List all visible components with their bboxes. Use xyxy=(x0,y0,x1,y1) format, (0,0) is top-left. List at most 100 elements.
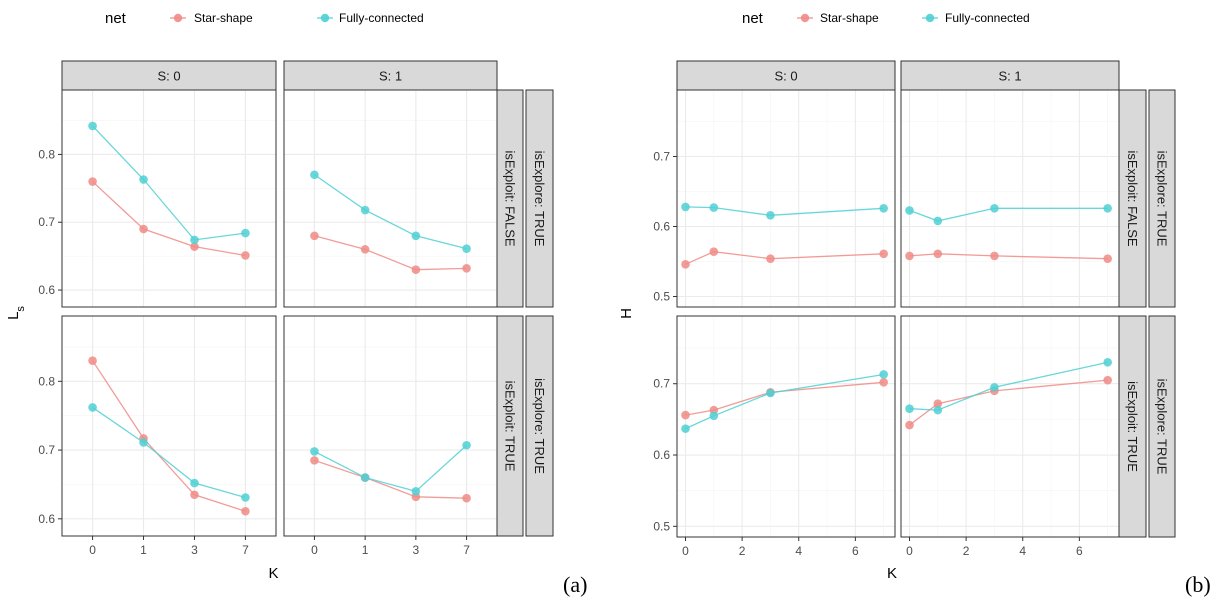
data-point xyxy=(710,247,719,256)
data-point xyxy=(905,206,914,215)
legend-item: Star-shape xyxy=(797,11,879,25)
legend-label: Star-shape xyxy=(820,11,879,25)
facet-panel xyxy=(677,316,895,537)
y-axis: 0.6 0.7 0.8 xyxy=(38,147,62,297)
legend-item: Fully-connected xyxy=(317,11,424,25)
column-strip-label: S: 1 xyxy=(379,69,402,84)
column-strip: S: 1 xyxy=(901,61,1119,90)
y-axis: 0.6 0.7 0.8 xyxy=(38,374,62,526)
data-point xyxy=(190,490,199,499)
data-point xyxy=(412,265,421,274)
data-point xyxy=(681,260,690,269)
column-strip: S: 1 xyxy=(284,61,497,90)
data-point xyxy=(462,244,471,253)
x-tick-label: 6 xyxy=(1076,544,1083,558)
x-axis-title: K xyxy=(268,565,278,582)
data-point xyxy=(241,507,250,516)
figure-tag: (b) xyxy=(1185,572,1211,597)
data-point xyxy=(139,225,148,234)
x-tick-label: 3 xyxy=(191,543,198,557)
x-tick-label: 1 xyxy=(140,543,147,557)
data-point xyxy=(139,175,148,184)
data-point xyxy=(88,122,97,131)
column-strip: S: 0 xyxy=(677,61,895,90)
y-tick-label: 0.8 xyxy=(38,147,55,161)
data-point xyxy=(990,252,999,261)
facet-panel xyxy=(677,90,895,307)
row-strip: isExploit: TRUE xyxy=(497,316,523,536)
column-strip-label: S: 1 xyxy=(998,69,1021,84)
data-point xyxy=(879,250,888,259)
x-tick-label: 0 xyxy=(682,544,689,558)
facet-panel xyxy=(901,316,1119,537)
x-tick-label: 1 xyxy=(362,543,369,557)
y-axis: 0.5 0.6 0.7 xyxy=(653,150,677,304)
x-axis: 0 2 4 6 xyxy=(906,537,1083,558)
data-point xyxy=(310,456,319,465)
data-point xyxy=(88,356,97,365)
data-point xyxy=(88,177,97,186)
data-point xyxy=(905,252,914,261)
panel-background xyxy=(62,316,276,536)
y-axis-title-main: L xyxy=(5,312,22,320)
data-point xyxy=(879,378,888,387)
data-point xyxy=(990,383,999,392)
legend-key-point xyxy=(801,14,809,22)
data-point xyxy=(361,473,370,482)
data-point xyxy=(310,231,319,240)
panel-background xyxy=(901,90,1119,307)
data-point xyxy=(1103,254,1112,263)
x-tick-label: 3 xyxy=(413,543,420,557)
y-tick-label: 0.7 xyxy=(653,150,670,164)
data-point xyxy=(681,424,690,433)
row-strip: isExploit: TRUE xyxy=(1119,316,1146,537)
y-tick-label: 0.8 xyxy=(38,374,55,388)
data-point xyxy=(681,203,690,212)
row-strip-label: isExploit: TRUE xyxy=(1125,381,1140,472)
legend-title: net xyxy=(742,10,764,27)
x-tick-label: 0 xyxy=(311,543,318,557)
column-strip: S: 0 xyxy=(62,61,276,90)
data-point xyxy=(1103,358,1112,367)
data-point xyxy=(879,204,888,213)
y-tick-label: 0.7 xyxy=(653,377,670,391)
x-tick-label: 4 xyxy=(1019,544,1026,558)
data-point xyxy=(1103,204,1112,213)
x-tick-label: 2 xyxy=(739,544,746,558)
data-point xyxy=(934,406,943,415)
y-tick-label: 0.6 xyxy=(38,512,55,526)
data-point xyxy=(879,370,888,379)
data-point xyxy=(241,229,250,238)
legend: net Star-shape Fully-connected xyxy=(105,10,424,27)
chart-b: net Star-shape Fully-connectedS: 0 S: 1isEx… xyxy=(618,10,1211,597)
data-point xyxy=(412,231,421,240)
data-point xyxy=(88,403,97,412)
legend-key-point xyxy=(926,14,934,22)
legend-key-point xyxy=(174,14,182,22)
data-point xyxy=(139,438,148,447)
panel-background xyxy=(677,90,895,307)
outer-row-strip: isExplore: TRUE xyxy=(526,316,553,536)
x-axis-title: K xyxy=(887,565,897,582)
legend: net Star-shape Fully-connected xyxy=(742,10,1030,27)
row-strip-label: isExploit: FALSE xyxy=(503,150,518,246)
data-point xyxy=(462,494,471,503)
data-point xyxy=(310,447,319,456)
facet-panel xyxy=(284,316,497,536)
data-point xyxy=(190,479,199,488)
data-point xyxy=(710,412,719,421)
data-point xyxy=(190,236,199,245)
figure-tag: (a) xyxy=(563,572,587,597)
facet-panel xyxy=(284,90,497,307)
outer-strip-label: isExplore: TRUE xyxy=(1155,151,1170,247)
outer-strip-label: isExplore: TRUE xyxy=(532,151,547,247)
y-tick-label: 0.6 xyxy=(653,448,670,462)
panel-background xyxy=(677,316,895,537)
data-point xyxy=(241,251,250,260)
y-tick-label: 0.5 xyxy=(653,290,670,304)
x-tick-label: 4 xyxy=(795,544,802,558)
y-axis: 0.5 0.6 0.7 xyxy=(653,377,677,534)
legend-key-point xyxy=(321,14,329,22)
x-tick-label: 0 xyxy=(89,543,96,557)
